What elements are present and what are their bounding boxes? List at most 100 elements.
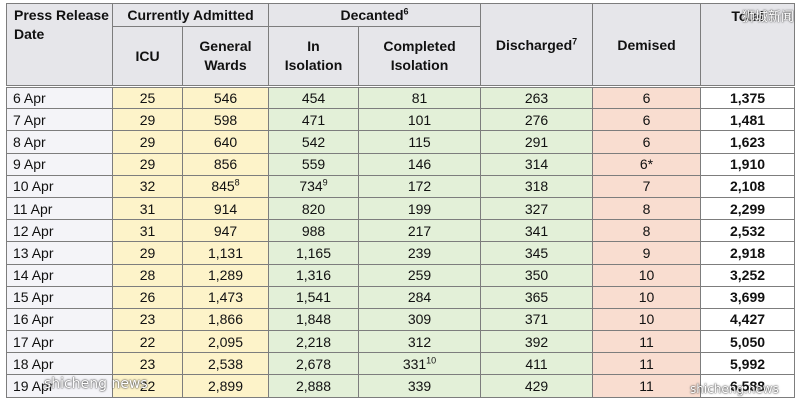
- in-isolation-cell-value: 988: [301, 222, 326, 239]
- completed-isolation-cell-value: 172: [407, 178, 432, 195]
- header-row-top: Press Release Date Currently Admitted De…: [6, 3, 796, 87]
- icu-cell-value: 29: [139, 156, 156, 173]
- general-wards-cell-value: 845: [211, 178, 235, 195]
- completed-isolation-cell: 284: [357, 285, 482, 309]
- total-cell: 3,252: [700, 263, 796, 287]
- discharged-cell-value: 318: [524, 178, 549, 195]
- date-cell: 19 Apr: [6, 374, 113, 398]
- footnote-marker: 9: [322, 177, 328, 188]
- completed-isolation-cell: 33110: [357, 352, 482, 376]
- in-isolation-cell: 7349: [268, 174, 359, 198]
- completed-isolation-header: Completed Isolation: [357, 26, 482, 87]
- completed-isolation-cell: 312: [357, 330, 482, 354]
- general-wards-cell: 1,289: [182, 263, 269, 287]
- general-wards-cell-value: 598: [213, 111, 238, 128]
- date-cell-value: 10 Apr: [13, 178, 54, 195]
- table-row: 12 Apr 31 947 988 217 341 8 2,532: [6, 219, 796, 243]
- total-cell-value: 1,481: [729, 111, 766, 128]
- in-isolation-cell: 1,848: [268, 307, 359, 332]
- decanted-header: Decanted6: [267, 3, 482, 27]
- table-row: 16 Apr 23 1,866 1,848 309 371 10 4,427: [6, 307, 796, 332]
- in-isolation-cell: 559: [268, 152, 359, 176]
- general-wards-cell-value: 2,899: [207, 378, 244, 395]
- total-cell: 2,299: [700, 196, 796, 221]
- completed-isolation-cell-value: 115: [408, 133, 431, 150]
- total-cell-value: 1,375: [729, 90, 766, 107]
- demised-cell: 6: [592, 130, 702, 154]
- date-cell-value: 15 Apr: [13, 289, 54, 306]
- discharged-cell-value: 263: [524, 90, 549, 107]
- date-cell-value: 8 Apr: [13, 133, 46, 150]
- date-cell: 17 Apr: [6, 330, 113, 354]
- table-row: 6 Apr 25 546 454 81 263 6 1,375: [6, 84, 796, 110]
- icu-cell: 22: [112, 374, 183, 398]
- demised-cell-value: 6*: [639, 156, 654, 173]
- discharged-cell-value: 291: [524, 133, 549, 150]
- demised-cell-value: 8: [642, 222, 651, 239]
- in-isolation-cell: 820: [268, 196, 359, 221]
- general-wards-cell-value: 640: [213, 133, 238, 150]
- demised-cell: 10: [592, 285, 702, 309]
- in-isolation-cell-value: 542: [301, 133, 326, 150]
- total-cell: 1,375: [700, 84, 796, 110]
- general-wards-cell-value: 1,866: [207, 311, 244, 328]
- completed-isolation-cell: 239: [357, 241, 482, 265]
- demised-cell: 8: [592, 219, 702, 243]
- discharged-cell-value: 371: [524, 311, 549, 328]
- demised-cell-value: 6: [642, 90, 651, 107]
- completed-isolation-cell-value: 81: [411, 90, 428, 107]
- demised-cell-value: 10: [638, 267, 655, 284]
- in-isolation-cell: 2,218: [268, 330, 359, 354]
- completed-isolation-cell: 309: [357, 307, 482, 332]
- general-wards-cell: 947: [182, 219, 269, 243]
- general-wards-cell: 8458: [182, 174, 269, 198]
- icu-cell: 31: [112, 196, 183, 221]
- icu-cell-value: 26: [139, 289, 156, 306]
- table-row: 18 Apr 23 2,538 2,678 33110 411 11 5,992: [6, 352, 796, 376]
- demised-cell: 10: [592, 307, 702, 332]
- completed-isolation-cell-value: 259: [407, 267, 432, 284]
- general-wards-cell: 1,866: [182, 307, 269, 332]
- discharged-cell: 263: [480, 84, 594, 110]
- icu-cell: 29: [112, 130, 183, 154]
- in-isolation-cell: 2,678: [268, 352, 359, 376]
- general-wards-cell-value: 1,473: [207, 289, 244, 306]
- icu-cell-value: 31: [139, 200, 156, 217]
- completed-isolation-cell-value: 312: [407, 333, 432, 350]
- footnote-marker: 7: [572, 35, 578, 46]
- date-cell: 18 Apr: [6, 352, 113, 376]
- in-isolation-cell-value: 820: [301, 200, 326, 217]
- date-cell: 16 Apr: [6, 307, 113, 332]
- discharged-cell-value: 314: [524, 156, 549, 173]
- completed-isolation-cell: 259: [357, 263, 482, 287]
- icu-cell: 29: [112, 108, 183, 132]
- icu-cell: 29: [112, 241, 183, 265]
- total-cell-value: 2,299: [729, 200, 766, 217]
- discharged-cell: 371: [480, 307, 594, 332]
- icu-cell: 22: [112, 330, 183, 354]
- discharged-cell-value: 350: [524, 267, 549, 284]
- table-row: 8 Apr 29 640 542 115 291 6 1,623: [6, 130, 796, 154]
- discharged-cell: 411: [480, 352, 594, 376]
- icu-cell-value: 23: [139, 355, 156, 372]
- date-cell: 11 Apr: [6, 196, 113, 221]
- total-cell: 2,108: [700, 174, 796, 198]
- discharged-cell: 429: [480, 374, 594, 398]
- in-isolation-cell: 1,316: [268, 263, 359, 287]
- date-cell-value: 14 Apr: [13, 267, 54, 284]
- watermark-bottom-left: shicheng news: [44, 376, 148, 392]
- demised-cell-value: 11: [639, 333, 654, 350]
- icu-cell-value: 22: [139, 378, 156, 395]
- total-cell-value: 2,532: [729, 222, 766, 239]
- icu-cell: 31: [112, 219, 183, 243]
- demised-cell: 9: [592, 241, 702, 265]
- completed-isolation-cell-value: 284: [407, 289, 432, 306]
- date-cell-value: 12 Apr: [13, 222, 54, 239]
- in-isolation-cell: 471: [268, 108, 359, 132]
- demised-cell-value: 10: [638, 311, 655, 328]
- date-cell: 9 Apr: [6, 152, 113, 176]
- general-wards-cell-value: 856: [213, 156, 238, 173]
- demised-cell: 11: [592, 330, 702, 354]
- footnote-marker: 10: [426, 355, 437, 366]
- date-cell: 8 Apr: [6, 130, 113, 154]
